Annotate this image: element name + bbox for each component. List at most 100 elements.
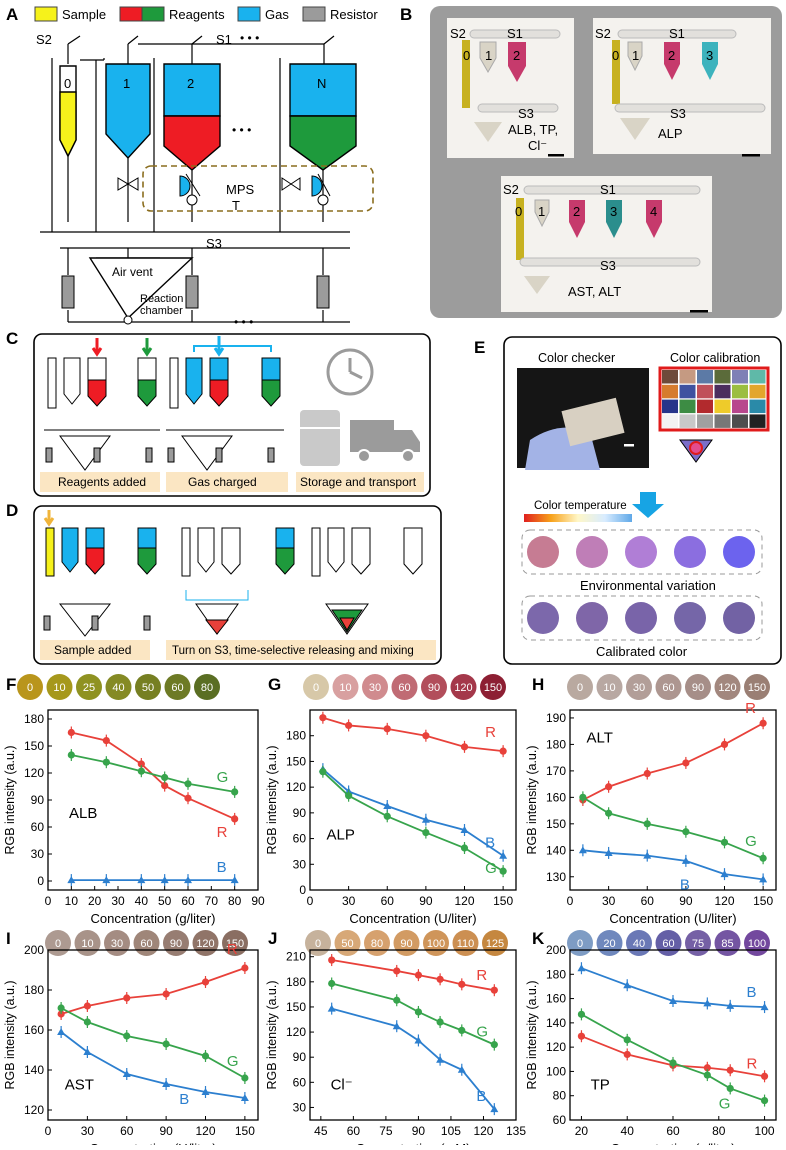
plot-frame	[309, 949, 517, 1121]
card-3-tube-label-4: 4	[650, 204, 657, 219]
resistor-n	[316, 275, 330, 309]
y-tick-label: 150	[24, 739, 44, 753]
swatch-dot	[303, 674, 329, 700]
series-line	[581, 967, 765, 1008]
data-point	[703, 1071, 711, 1079]
series-line	[582, 849, 764, 881]
calibrated-color-label: Calibrated color	[596, 644, 688, 659]
data-point	[393, 996, 401, 1004]
series-line	[581, 1035, 765, 1078]
x-axis-label: Concentration (U/liter)	[609, 911, 736, 926]
y-tick-label: 60	[293, 1075, 307, 1089]
y-tick-label: 30	[293, 857, 307, 871]
dots-bottom: • • •	[234, 315, 253, 329]
swatch-label: 80	[201, 682, 213, 694]
card-3-s3-tube	[519, 257, 701, 267]
series-name-label: R	[485, 724, 496, 741]
t-label: T	[232, 198, 240, 213]
swatch-label: 150	[484, 682, 502, 694]
plot-frame	[309, 709, 517, 891]
swatch-label: 0	[313, 682, 319, 694]
series-line	[60, 1007, 246, 1079]
switch-s3-label: S3	[206, 236, 222, 251]
plot-frame	[47, 949, 259, 1121]
data-point	[241, 1074, 249, 1082]
x-tick-label: 30	[342, 894, 356, 908]
tank-0-label: 0	[64, 76, 71, 91]
card-3-scale-bar	[690, 310, 708, 313]
arrow-yellow-icon	[43, 510, 55, 527]
data-point	[83, 1018, 91, 1026]
x-tick-label: 30	[81, 1124, 95, 1138]
calibrated-color-dot	[576, 602, 608, 634]
calibration-swatch	[697, 384, 713, 399]
series-name-label: G	[745, 833, 757, 850]
calibration-swatch	[662, 414, 678, 428]
panel-c: C Reagents added	[6, 329, 431, 497]
air-vent-label: Air vent	[112, 265, 153, 279]
mini-circuit-gas	[166, 345, 284, 471]
data-point	[682, 828, 690, 836]
tank-n-reagent	[289, 115, 357, 171]
series-line	[581, 1013, 765, 1102]
card-2-s3: S3	[670, 106, 686, 121]
series-name-label: R	[747, 1055, 758, 1072]
concentration-swatches: 0 10 30 60 90 120 150	[303, 674, 506, 700]
y-tick-label: 180	[286, 729, 306, 743]
environmental-variation-dots	[527, 536, 755, 568]
y-axis-label: RGB intensity (a.u.)	[525, 980, 539, 1089]
data-point	[457, 1065, 466, 1073]
analyte-label: Cl⁻	[331, 1076, 353, 1093]
swatch-label: 20	[603, 938, 615, 950]
data-point	[421, 815, 430, 823]
down-arrow-icon	[632, 492, 664, 518]
card-3-tube-1	[534, 199, 550, 228]
concentration-swatches: 0 50 80 90 100 110 125	[305, 930, 508, 956]
data-point	[230, 876, 239, 884]
calibrated-color-dot	[723, 602, 755, 634]
calibrated-color-dot	[527, 602, 559, 634]
card-3-caption: AST, ALT	[568, 284, 621, 299]
x-tick-label: 30	[111, 894, 125, 908]
top-switches	[67, 35, 335, 64]
panel-label-c: C	[6, 329, 18, 348]
swatch-dot	[567, 674, 593, 700]
series-g: G	[577, 1008, 769, 1113]
swatch-dot	[626, 674, 652, 700]
x-axis-label: Concentration (U/liter)	[89, 1141, 216, 1145]
legend-label-sample: Sample	[62, 7, 106, 22]
x-tick-label: 90	[251, 894, 265, 908]
series-name-label: B	[217, 859, 227, 876]
x-tick-label: 150	[753, 894, 773, 908]
series-r: R	[319, 711, 507, 758]
card-1-tube-0	[462, 40, 470, 108]
environmental-variation-label: Environmental variation	[580, 578, 716, 593]
mini-circuit-reagents	[44, 357, 160, 471]
legend-label-resistor: Resistor	[330, 7, 378, 22]
analyte-label: ALP	[326, 827, 354, 844]
swatch-label: 25	[83, 682, 95, 694]
env-color-dot	[625, 536, 657, 568]
truck-icon	[350, 420, 420, 463]
chart-i: I 0 10 30 60 90 120 150 0 30 60 90 120 150 120 140 160 18…	[3, 929, 259, 1150]
swatch-label: 60	[662, 938, 674, 950]
color-temperature-bar	[524, 514, 632, 522]
data-point	[319, 714, 327, 722]
swatch-label: 40	[112, 682, 124, 694]
series-line	[582, 796, 764, 860]
x-tick-label: 40	[621, 1124, 635, 1138]
step-label-bg-3	[296, 472, 424, 492]
x-tick-label: 0	[45, 894, 52, 908]
x-tick-label: 20	[575, 1124, 589, 1138]
series-name-label: B	[476, 1088, 486, 1105]
legend-label-gas: Gas	[265, 7, 289, 22]
swatch-label: 90	[170, 938, 182, 950]
data-point	[436, 1055, 445, 1063]
calibrated-color-dot	[674, 602, 706, 634]
swatch-label: 0	[577, 938, 583, 950]
calibration-swatch	[749, 384, 766, 399]
swatch-dot	[744, 674, 770, 700]
x-tick-label: 135	[506, 1124, 526, 1138]
data-point	[162, 1080, 171, 1087]
calibration-swatch	[679, 384, 696, 399]
